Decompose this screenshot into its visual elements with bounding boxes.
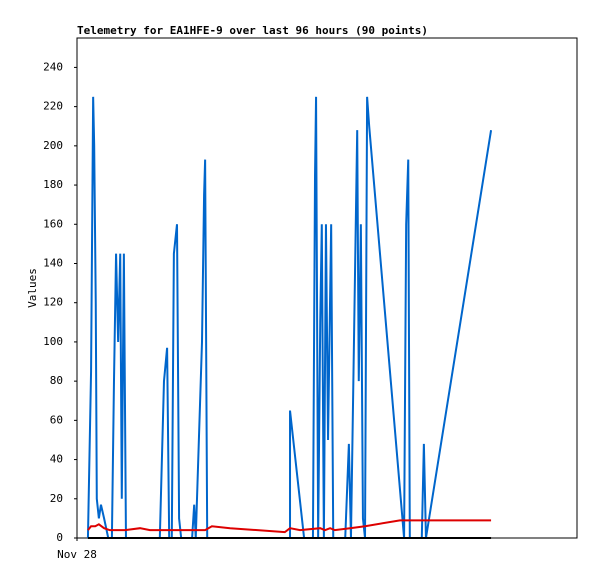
y-tick-label: 200 [43, 139, 63, 152]
y-tick-label: 160 [43, 217, 63, 230]
y-tick-label: 40 [50, 453, 63, 466]
y-tick-label: 220 [43, 100, 63, 113]
y-tick-label: 0 [56, 531, 63, 544]
y-axis-label: Values [26, 268, 39, 308]
chart-title: Telemetry for EA1HFE-9 over last 96 hour… [77, 24, 428, 37]
y-tick-label: 20 [50, 492, 63, 505]
y-tick-label: 120 [43, 296, 63, 309]
series-line [87, 519, 492, 534]
y-tick-label: 80 [50, 374, 63, 387]
y-tick-label: 140 [43, 256, 63, 269]
y-tick-label: 60 [50, 413, 63, 426]
y-tick-label: 240 [43, 60, 63, 73]
y-tick-label: 100 [43, 335, 63, 348]
series-line [86, 96, 493, 539]
y-tick-label: 180 [43, 178, 63, 191]
x-tick-label: Nov 28 [57, 548, 97, 561]
